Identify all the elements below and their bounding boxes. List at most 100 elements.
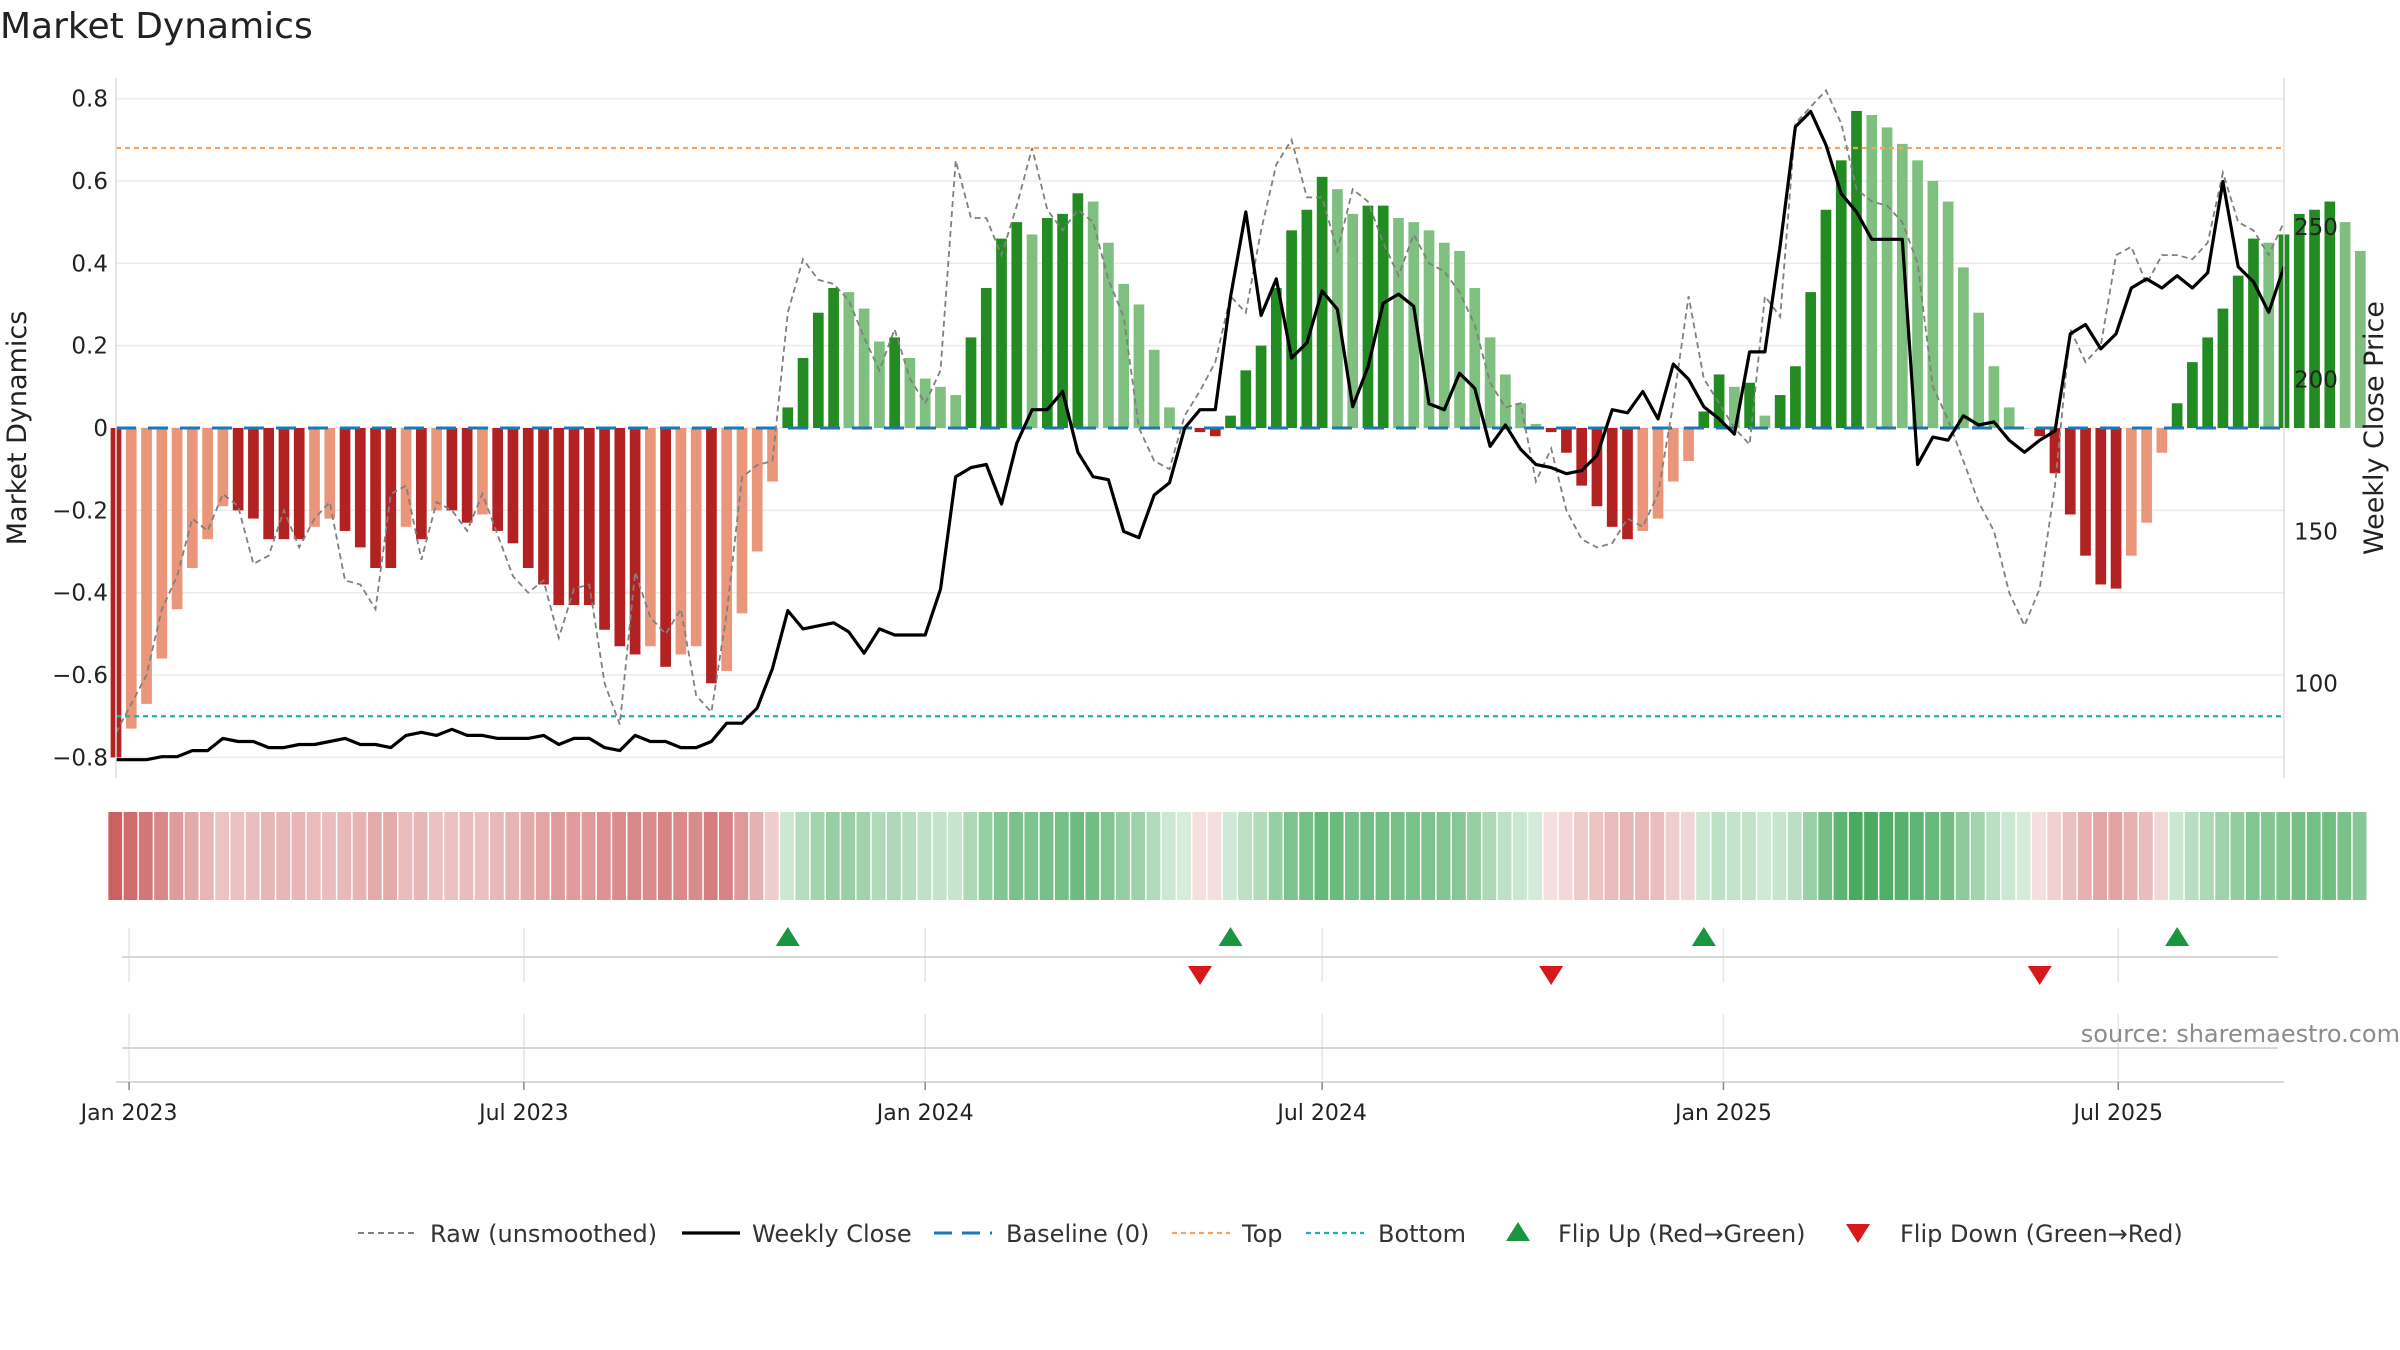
regime-strip-cell — [1772, 812, 1787, 900]
dynamics-bar — [2003, 407, 2015, 428]
dynamics-bar — [2339, 222, 2351, 428]
dynamics-bar — [477, 428, 488, 515]
regime-strip-cell — [1345, 812, 1359, 900]
dynamics-bar — [843, 292, 855, 428]
regime-strip-cell — [1329, 812, 1344, 900]
legend-label-baseline: Baseline (0) — [1006, 1220, 1149, 1248]
y-tick-label: −0.2 — [52, 498, 108, 524]
dynamics-bar — [980, 288, 992, 428]
dynamics-bar — [889, 337, 900, 428]
dynamics-bar — [858, 308, 870, 428]
dynamics-bar — [1347, 213, 1359, 428]
regime-strip-cell — [413, 812, 428, 900]
dynamics-bar — [1759, 415, 1771, 428]
dynamics-bar — [1148, 349, 1160, 428]
regime-strip-cell — [1177, 812, 1191, 900]
dynamics-bar — [1881, 127, 1893, 428]
dynamics-bar — [2232, 275, 2244, 428]
dynamics-bar — [1591, 428, 1603, 507]
regime-strip-cell — [367, 812, 382, 900]
regime-strip-cell — [566, 812, 581, 900]
dynamics-bar — [1011, 222, 1023, 428]
regime-strip-cell — [1406, 812, 1420, 900]
x-tick-label: Jul 2024 — [1275, 1101, 1367, 1126]
legend-label-raw: Raw (unsmoothed) — [430, 1220, 657, 1248]
dynamics-bar — [2110, 428, 2122, 589]
legend-label-close: Weekly Close — [752, 1220, 912, 1248]
dynamics-bar — [416, 428, 427, 540]
regime-strip-cell — [658, 812, 672, 900]
regime-strip-cell — [1848, 812, 1863, 900]
dynamics-bar — [156, 428, 168, 659]
regime-strip-cell — [993, 812, 1008, 900]
dynamics-bar — [2171, 403, 2183, 428]
regime-strip-cell — [856, 812, 871, 900]
dynamics-bar — [950, 395, 962, 428]
dynamics-bar — [370, 428, 381, 568]
regime-strip-cell — [1512, 812, 1527, 900]
y-tick-label: −0.4 — [52, 581, 108, 607]
dynamics-bar — [767, 428, 778, 482]
flip-up-marker — [1218, 927, 1243, 946]
dynamics-bar — [461, 428, 473, 523]
regime-strip-cell — [505, 812, 520, 900]
dynamics-bar — [1927, 180, 1939, 428]
dynamics-bar — [1026, 234, 1038, 428]
regime-strip-cell — [1253, 812, 1268, 900]
dynamics-bar — [1606, 428, 1618, 527]
regime-strip-cell — [2291, 812, 2306, 900]
regime-strip-cell — [2169, 812, 2184, 900]
dynamics-bar — [1896, 143, 1908, 428]
flip-up-marker — [1691, 927, 1716, 946]
flip-up-marker — [775, 927, 800, 946]
regime-strip-cell — [2154, 812, 2168, 900]
regime-strip-cell — [1207, 812, 1222, 900]
x-tick-label: Jul 2023 — [477, 1101, 569, 1126]
y2-tick-label: 200 — [2294, 367, 2338, 393]
regime-strip-cell — [2016, 812, 2031, 900]
regime-strip-cell — [764, 812, 779, 900]
legend-flip-down-swatch — [1846, 1224, 1870, 1243]
regime-strip-cell — [841, 812, 855, 900]
dynamics-bar — [1072, 193, 1084, 428]
reference-lines — [116, 146, 2284, 718]
regime-strip-cell — [719, 812, 733, 900]
close-series — [116, 109, 2286, 762]
dynamics-bar — [614, 428, 626, 647]
dynamics-bar — [1423, 230, 1435, 428]
regime-strip-cell — [902, 812, 917, 900]
dynamics-bar — [629, 428, 641, 655]
dynamics-bar — [919, 378, 931, 428]
regime-strip-cell — [1360, 812, 1375, 900]
regime-strip-cell — [1192, 812, 1207, 900]
regime-strip-cell — [169, 812, 184, 900]
dynamics-bar — [2202, 337, 2214, 428]
dynamics-bar — [1698, 411, 1710, 428]
x-axis: Jan 2023 Jul 2023 Jan 2024 Jul 2024 Jan 2025… — [79, 1081, 2284, 1126]
dynamics-bar — [1057, 213, 1068, 428]
dynamics-bar — [1667, 428, 1679, 482]
legend-label-bottom: Bottom — [1378, 1220, 1466, 1248]
dynamics-bar — [1133, 304, 1145, 428]
dynamics-bar — [1866, 115, 1878, 428]
y2-tick-label: 250 — [2294, 215, 2338, 241]
dynamics-bar — [583, 428, 595, 606]
dynamics-bar — [2324, 201, 2336, 428]
regime-strip-cell — [1680, 812, 1695, 900]
regime-strip-cell — [1940, 812, 1955, 900]
regime-strip-cell — [1024, 812, 1039, 900]
dynamics-bar — [1652, 428, 1664, 519]
dynamics-bar — [645, 428, 656, 647]
flip-down-marker — [1539, 966, 1564, 985]
regime-strip-cell — [2062, 812, 2077, 900]
x-tick-label: Jan 2023 — [79, 1101, 178, 1126]
dynamics-bar — [2156, 428, 2168, 453]
regime-strip-cell — [1054, 812, 1069, 900]
dynamics-bar — [1255, 345, 1267, 428]
y-axis-label: Market Dynamics — [2, 311, 33, 546]
regime-strip-cell — [2322, 812, 2336, 900]
regime-strip-cell — [1543, 812, 1558, 900]
regime-strip-cell — [1131, 812, 1146, 900]
regime-strip-cell — [1314, 812, 1329, 900]
